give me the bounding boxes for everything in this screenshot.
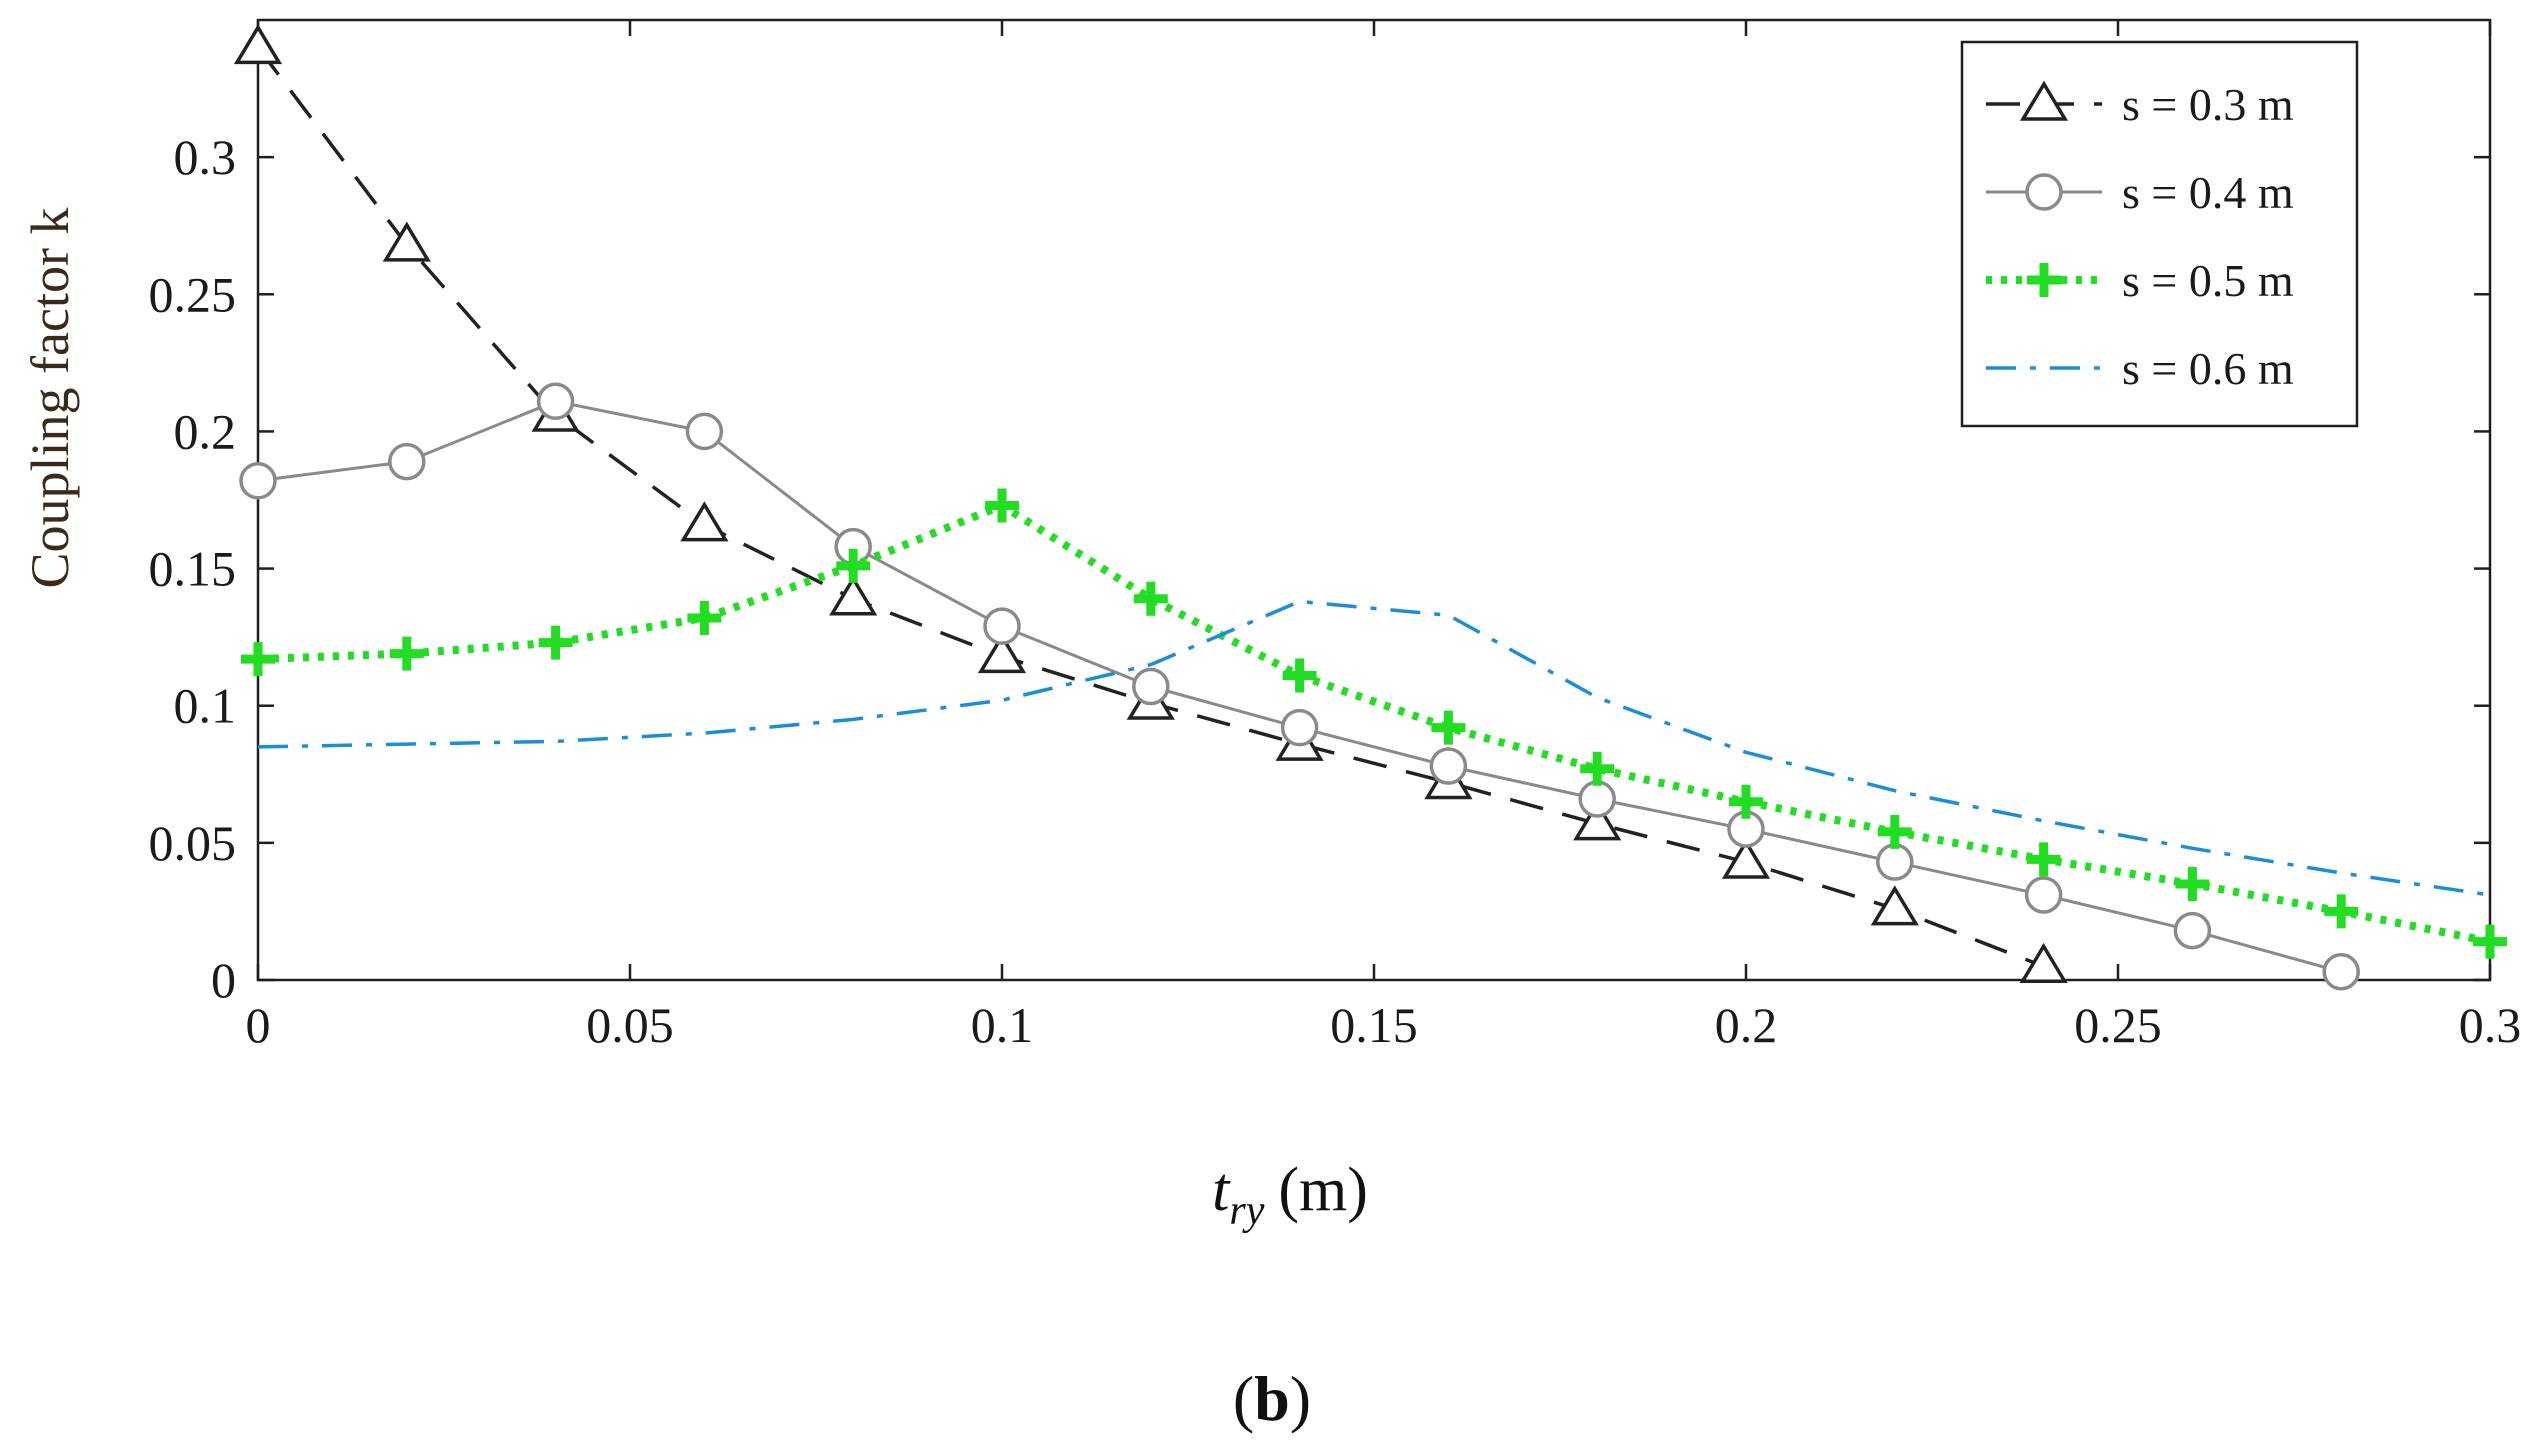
legend-entry-2: s = 0.4 m [1986,167,2294,218]
legend-label: s = 0.5 m [2122,255,2294,306]
legend-entry-3: s = 0.5 m [1986,255,2294,306]
chart-legend: s = 0.3 m s = 0.4 m s = 0.5 m s = 0.6 m [1960,40,2359,428]
series-line [256,46,2045,968]
data-point-circle [2322,953,2360,991]
series-line [257,599,2491,897]
chart-axes: 0 0.05 0.1 0.15 0.2 0.25 0.3 0 0.05 0.1 0.15 0.2 0.2… [149,18,2522,1053]
caption-close: ) [1290,1363,1311,1434]
data-point-plus [2473,924,2507,959]
series-3 [241,488,2507,959]
y-tick-label: 0.2 [174,403,237,459]
data-point-plus [985,488,1019,523]
data-point-circle [983,607,1021,645]
data-point-triangle [680,501,729,542]
legend-entry-4: s = 0.6 m [1986,343,2294,394]
y-tick-label: 0.15 [149,541,237,597]
data-point-circle [536,382,575,421]
data-point-circle [388,442,426,481]
data-point-circle [2024,876,2063,914]
data-point-plus [1729,784,1763,819]
data-point-triangle [1870,885,1919,926]
data-point-circle [2173,911,2212,950]
data-point-triangle [1573,800,1622,841]
data-point-circle [2025,173,2063,211]
data-point-plus [1580,751,1615,786]
caption-letter: b [1254,1363,1290,1434]
data-point-plus [2175,867,2210,901]
data-point-plus [1431,710,1466,745]
data-point-triangle [829,575,878,616]
y-tick-label: 0 [211,952,236,1008]
x-tick-label: 0.3 [2459,997,2522,1053]
x-tick-label: 0 [246,997,271,1053]
data-point-circle [1132,667,1170,706]
chart-series [233,24,2507,991]
data-point-triangle [382,221,431,262]
figure-caption: (b) [1233,1363,1311,1434]
data-point-triangle [2019,80,2069,121]
data-point-plus [1877,814,1912,849]
caption-open: ( [1233,1363,1254,1434]
y-tick-label: 0.05 [149,815,237,871]
legend-label: s = 0.3 m [2122,79,2294,130]
x-tick-label: 0.1 [971,997,1034,1053]
data-point-plus [687,600,722,635]
data-point-circle [1429,747,1468,785]
data-point-plus [389,636,424,671]
data-point-plus [1133,581,1168,616]
series-2 [239,382,2360,991]
data-point-circle [1578,780,1616,818]
y-tick-label: 0.25 [149,266,237,322]
data-point-plus [241,642,275,677]
x-axis-label-subscript: ry [1229,1188,1264,1234]
series-line [257,501,2491,946]
y-tick-label: 0.3 [174,129,237,185]
y-axis-label: Coupling factor k [20,208,80,589]
data-point-circle [1876,843,1914,881]
legend-label: s = 0.4 m [2122,167,2294,218]
x-tick-label: 0.05 [586,997,674,1053]
data-point-triangle [233,24,283,65]
x-tick-label: 0.2 [1715,997,1778,1053]
x-tick-label: 0.15 [1330,997,1418,1053]
x-axis-label-unit: (m) [1278,1156,1368,1224]
legend-entry-1: s = 0.3 m [1986,79,2294,130]
data-point-plus [2324,894,2359,929]
legend-label: s = 0.6 m [2122,343,2294,394]
data-point-plus [538,625,573,660]
data-point-triangle [2019,942,2068,984]
data-point-circle [239,462,277,500]
data-point-circle [685,412,724,451]
legend-box [1960,40,2359,428]
data-point-circle [1280,708,1319,747]
data-point-plus [2026,842,2061,877]
data-point-plus [1282,658,1317,693]
y-tick-label: 0.1 [174,678,237,734]
data-point-plus [2027,263,2061,297]
series-4 [257,599,2491,897]
data-point-plus [836,548,871,583]
x-axis-label-main: t [1212,1156,1231,1224]
data-point-triangle [1721,838,1771,879]
x-tick-label: 0.25 [2074,997,2162,1053]
x-axis-label: try (m) [1212,1156,1368,1234]
data-point-triangle [977,632,1027,674]
